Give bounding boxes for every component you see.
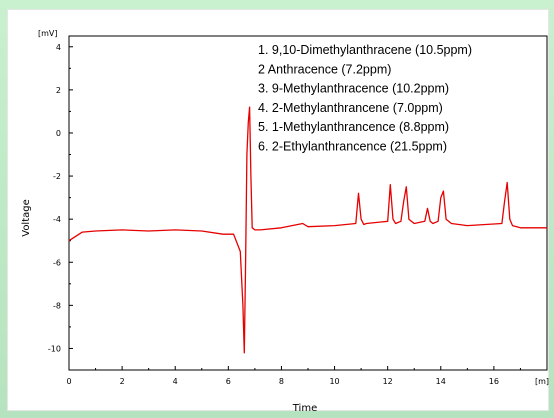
x-tick-label: 16	[489, 377, 499, 386]
y-axis-unit: [mV]	[38, 29, 58, 38]
y-tick-label: -6	[53, 258, 61, 267]
chart-panel	[8, 10, 548, 410]
y-tick-label: -8	[53, 301, 61, 310]
y-tick-label: -2	[53, 172, 61, 181]
y-tick-label: -10	[48, 344, 61, 353]
legend-item: 3. 9-Methylanthracence (10.2ppm)	[258, 82, 449, 96]
x-tick-label: 12	[383, 377, 393, 386]
legend-item: 6. 2-Ethylanthrancence (21.5ppm)	[258, 140, 447, 154]
x-tick-label: 6	[226, 377, 231, 386]
y-axis-ticks: 4 2 0 -2 -4 -6 -8 -10	[48, 43, 73, 371]
y-tick-label: 2	[56, 86, 61, 95]
x-tick-label: 10	[329, 377, 339, 386]
legend: 1. 9,10-Dimethylanthracene (10.5ppm) 2 An…	[258, 43, 472, 154]
x-tick-label: 0	[66, 377, 71, 386]
y-tick-label: -4	[53, 215, 61, 224]
x-axis-title: Time	[292, 403, 317, 414]
x-axis-unit: [m]	[535, 377, 549, 386]
x-tick-label: 2	[120, 377, 125, 386]
series-line	[68, 106, 547, 354]
y-tick-label: 0	[56, 129, 61, 138]
legend-item: 2 Anthracence (7.2ppm)	[258, 62, 391, 76]
x-axis-ticks: 0 2 4 6 8 10 12 14 16	[66, 366, 521, 386]
y-axis-title: Voltage	[21, 199, 32, 237]
legend-item: 4. 2-Methylanthrancene (7.0ppm)	[258, 101, 443, 115]
x-tick-label: 8	[279, 377, 284, 386]
legend-item: 1. 9,10-Dimethylanthracene (10.5ppm)	[258, 43, 472, 57]
y-tick-label: 4	[56, 43, 61, 52]
x-tick-label: 4	[173, 377, 178, 386]
legend-item: 5. 1-Methylanthrancence (8.8ppm)	[258, 120, 449, 134]
x-tick-label: 14	[436, 377, 446, 386]
series-group	[68, 106, 547, 354]
